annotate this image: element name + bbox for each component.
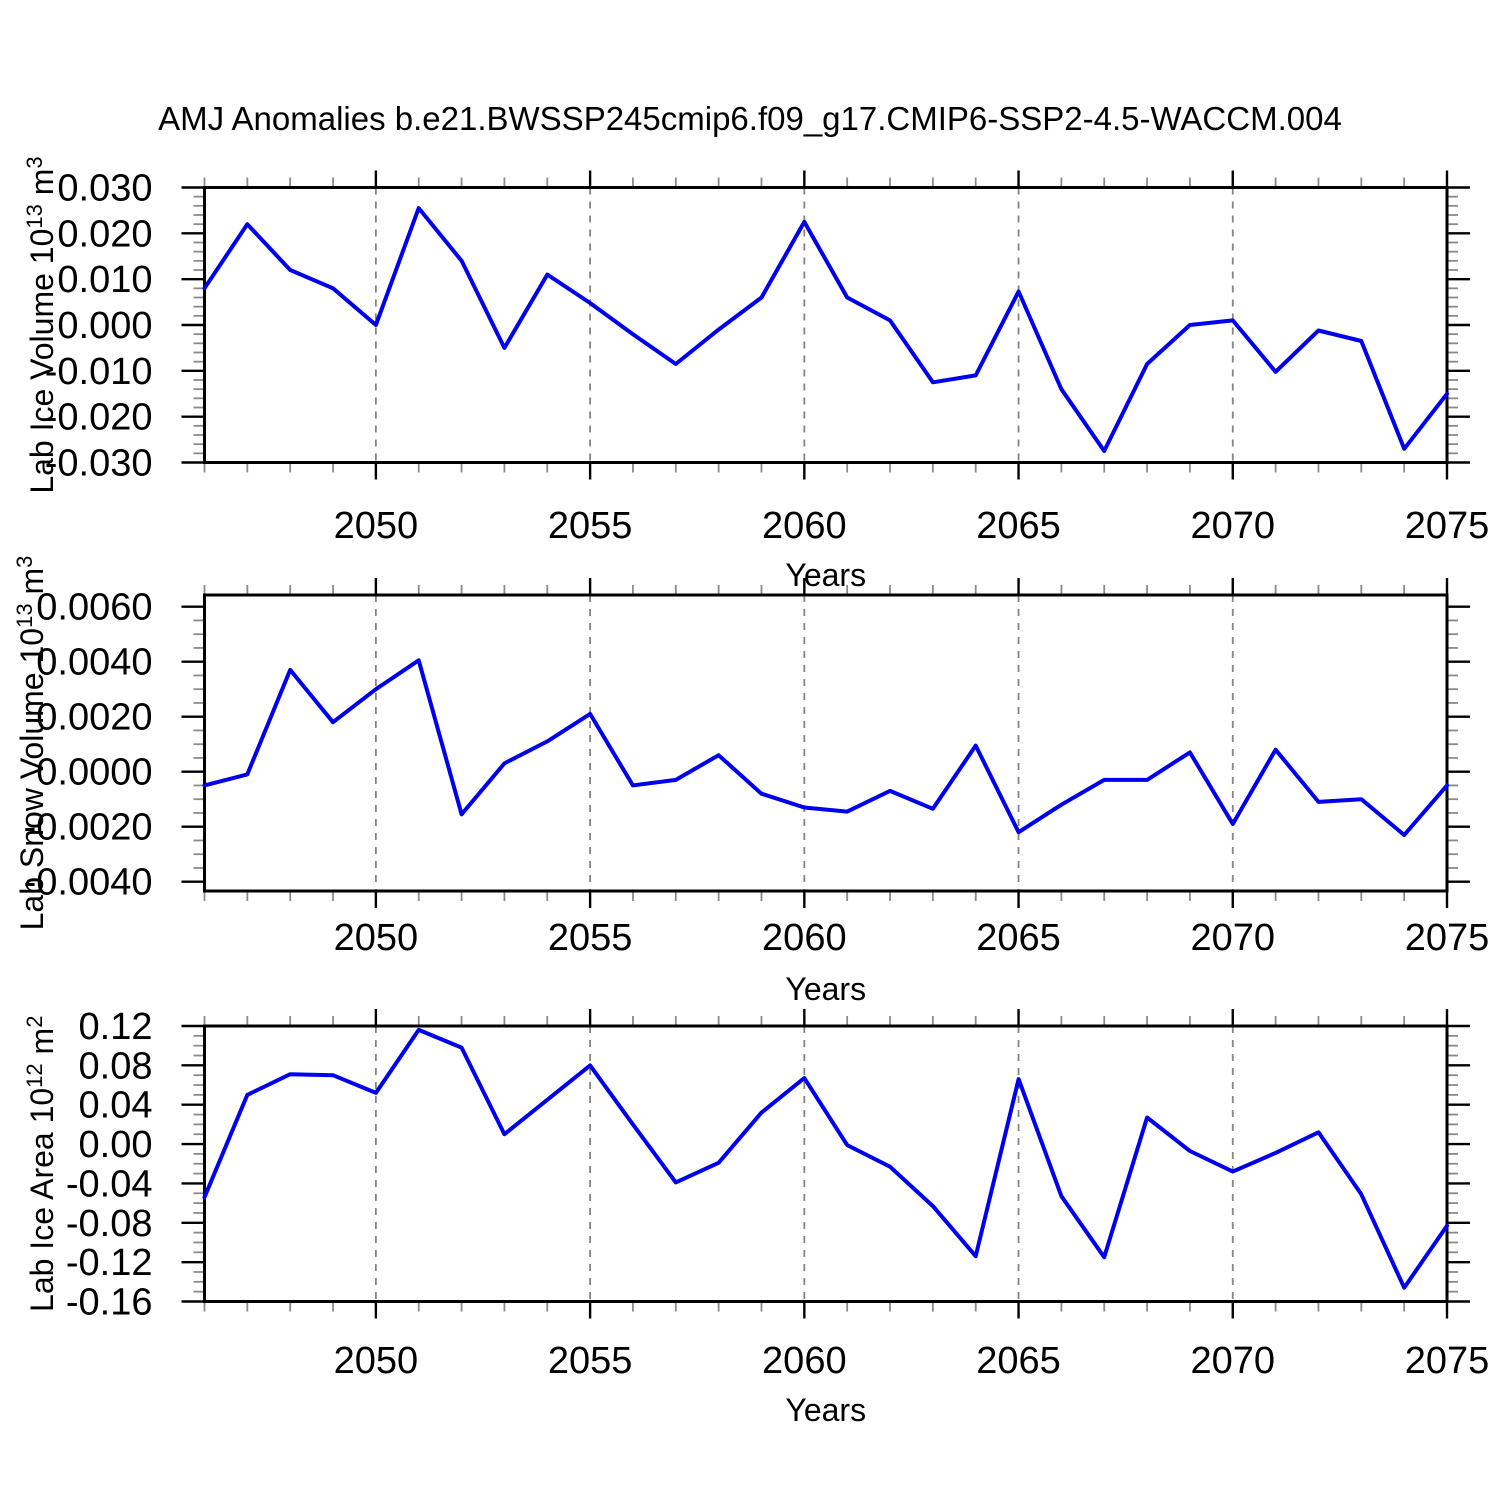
y-tick-label: -0.16 xyxy=(66,1282,153,1324)
x-tick-label-2065: 2065 xyxy=(976,1340,1061,1382)
y-tick-label: -0.0020 xyxy=(24,807,153,849)
x-tick-label-2075: 2075 xyxy=(1405,917,1490,959)
y-axis-title-lab-ice-volume: Lab Ice Volume 1013 m3 xyxy=(22,156,60,493)
y-tick-label: 0.020 xyxy=(57,213,152,255)
plot-border-lab-snow-volume xyxy=(203,593,1449,893)
x-tick-label-2050: 2050 xyxy=(334,1340,419,1382)
series-line-lab-ice-volume xyxy=(202,206,1449,453)
y-tick-label: -0.12 xyxy=(66,1242,153,1284)
y-tick-label: 0.0040 xyxy=(36,642,152,684)
plot-border-lab-ice-volume xyxy=(203,186,1449,464)
y-tick-label: 0.010 xyxy=(57,259,152,301)
x-tick-label-2060: 2060 xyxy=(762,505,847,547)
x-tick-label-2070: 2070 xyxy=(1191,505,1276,547)
y-tick-label: -0.030 xyxy=(45,443,153,485)
y-tick-label: 0.12 xyxy=(79,1006,153,1048)
x-tick-label-2075: 2075 xyxy=(1405,505,1490,547)
x-tick-label-2065: 2065 xyxy=(976,505,1061,547)
x-tick-label-2060: 2060 xyxy=(762,917,847,959)
y-tick-label: -0.08 xyxy=(66,1203,153,1245)
y-tick-label: 0.04 xyxy=(79,1085,153,1127)
x-tick-label-2055: 2055 xyxy=(548,505,633,547)
series-line-lab-ice-area xyxy=(202,1027,1449,1290)
x-tick-label-2055: 2055 xyxy=(548,917,633,959)
y-tick-label: -0.0040 xyxy=(24,862,153,904)
x-tick-label-2075: 2075 xyxy=(1405,1340,1490,1382)
y-tick-label: 0.0060 xyxy=(36,587,152,629)
y-tick-label: 0.08 xyxy=(79,1045,153,1087)
plot-border-lab-ice-area xyxy=(203,1024,1449,1303)
x-tick-label-2050: 2050 xyxy=(334,505,419,547)
y-tick-label: 0.0000 xyxy=(36,752,152,794)
panel-lab-snow-volume: 0.0060 0.0040 0.0020 0.0000 -0.0020 -0.0040 20… xyxy=(12,556,1489,1007)
x-tick-label-2055: 2055 xyxy=(548,1340,633,1382)
y-tick-label: -0.04 xyxy=(66,1163,153,1205)
x-tick-label-2050: 2050 xyxy=(334,917,419,959)
x-axis-title-lab-ice-volume: Years xyxy=(785,557,866,593)
y-axis-title-lab-ice-area: Lab Ice Area 1012 m2 xyxy=(22,1016,60,1312)
y-tick-label: 0.0020 xyxy=(36,697,152,739)
y-tick-label: -0.010 xyxy=(45,351,153,393)
x-axis-title-lab-ice-area: Years xyxy=(785,1392,866,1428)
series-line-lab-snow-volume xyxy=(202,658,1449,837)
y-tick-label: 0.00 xyxy=(79,1124,153,1166)
x-tick-label-2070: 2070 xyxy=(1191,917,1276,959)
y-tick-label: 0.030 xyxy=(57,168,152,210)
panel-lab-ice-area: 0.120.080.040.00-0.04-0.08-0.12-0.16 2050… xyxy=(22,1006,1489,1428)
x-tick-label-2065: 2065 xyxy=(976,917,1061,959)
x-tick-label-2060: 2060 xyxy=(762,1340,847,1382)
y-axis-title-lab-snow-volume: Lab Snow Volume 1013 m3 xyxy=(12,556,50,931)
x-tick-label-2070: 2070 xyxy=(1191,1340,1276,1382)
figure-title: AMJ Anomalies b.e21.BWSSP245cmip6.f09_g1… xyxy=(158,100,1342,137)
y-tick-label: 0.000 xyxy=(57,305,152,347)
y-tick-label: -0.020 xyxy=(45,397,153,439)
x-axis-title-lab-snow-volume: Years xyxy=(785,971,866,1007)
